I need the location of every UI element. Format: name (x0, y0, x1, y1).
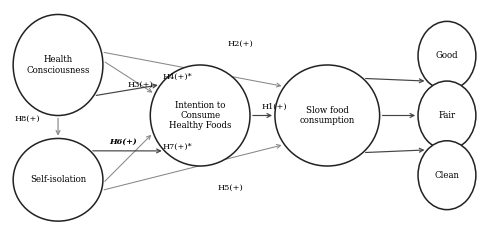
Ellipse shape (418, 141, 476, 210)
Text: H1(+): H1(+) (262, 103, 287, 111)
Ellipse shape (13, 138, 103, 221)
Text: Clean: Clean (434, 171, 460, 180)
Ellipse shape (418, 81, 476, 150)
Text: H7(+)*: H7(+)* (162, 143, 192, 151)
Text: Good: Good (436, 51, 458, 60)
Ellipse shape (150, 65, 250, 166)
Text: H4(+)*: H4(+)* (162, 73, 192, 81)
Text: H5(+): H5(+) (218, 184, 244, 192)
Ellipse shape (275, 65, 380, 166)
Text: Slow food
consumption: Slow food consumption (300, 106, 355, 125)
Text: H6(+): H6(+) (110, 138, 137, 146)
Ellipse shape (418, 21, 476, 90)
Text: Health
Consciousness: Health Consciousness (26, 55, 90, 75)
Text: Self-isolation: Self-isolation (30, 175, 86, 184)
Text: Fair: Fair (438, 111, 456, 120)
Text: H3(+): H3(+) (128, 81, 154, 89)
Text: Intention to
Consume
Healthy Foods: Intention to Consume Healthy Foods (169, 100, 232, 131)
Text: H2(+): H2(+) (228, 40, 254, 47)
Text: H8(+): H8(+) (14, 115, 40, 123)
Ellipse shape (13, 15, 103, 116)
